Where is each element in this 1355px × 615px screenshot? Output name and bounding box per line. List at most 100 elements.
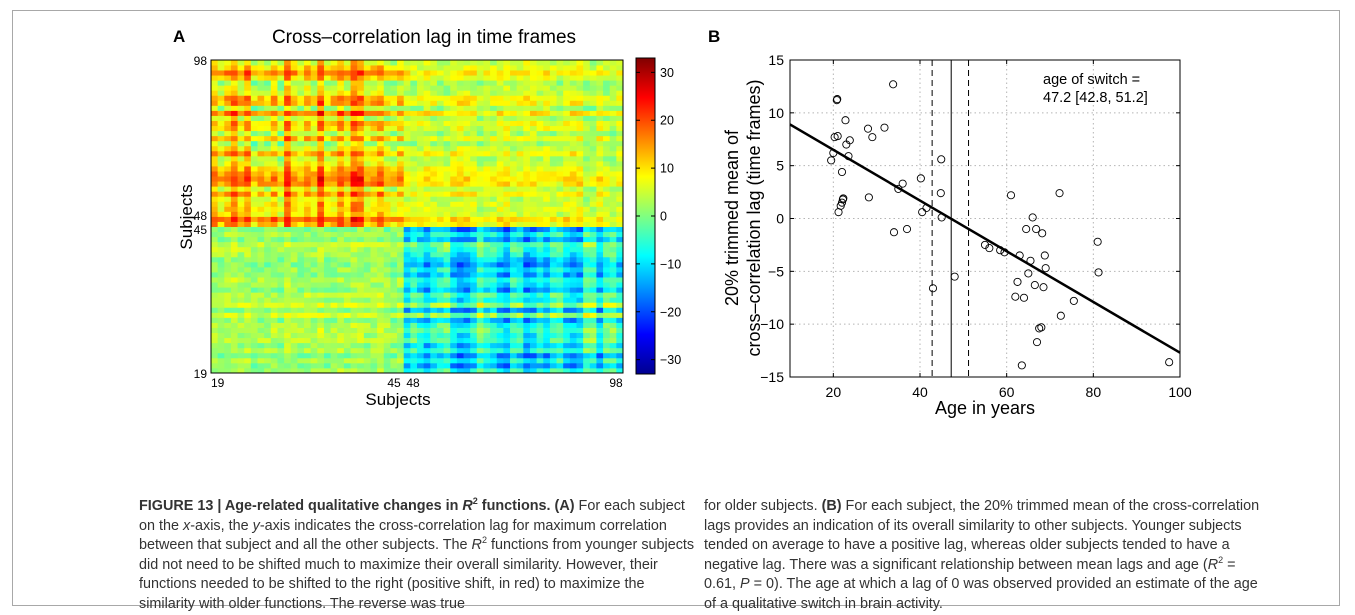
heatmap-cell	[529, 357, 538, 364]
heatmap-cell	[211, 90, 219, 96]
heatmap-cell	[563, 312, 571, 318]
heatmap-cell	[304, 115, 312, 121]
scatter-point	[863, 124, 873, 133]
heatmap-cell	[230, 120, 238, 127]
heatmap-cell	[516, 100, 524, 106]
heatmap-cell	[443, 120, 451, 127]
heatmap-cell	[377, 337, 385, 344]
heatmap-cell	[456, 226, 464, 233]
heatmap-cell	[583, 216, 591, 222]
heatmap-cell	[211, 322, 219, 328]
heatmap-cell	[297, 95, 305, 101]
heatmap-cell	[443, 261, 451, 268]
heatmap-cell	[470, 120, 478, 127]
heatmap-cell	[363, 241, 371, 248]
heatmap-cell	[529, 272, 538, 278]
heatmap-cell	[304, 186, 312, 192]
heatmap-cell	[490, 125, 498, 132]
heatmap-cell	[277, 110, 285, 116]
heatmap-cell	[343, 352, 351, 359]
heatmap-cell	[543, 337, 551, 344]
heatmap-cell	[277, 221, 285, 227]
heatmap-cell	[569, 256, 577, 263]
heatmap-cell	[596, 105, 604, 111]
heatmap-cell	[456, 256, 464, 263]
heatmap-cell	[343, 186, 351, 192]
heatmap-cell	[383, 297, 391, 303]
heatmap-cell	[609, 171, 617, 177]
heatmap-cell	[363, 80, 371, 86]
heatmap-cell	[450, 196, 458, 202]
heatmap-cell	[516, 312, 524, 318]
heatmap-cell	[297, 352, 305, 359]
heatmap-cell	[569, 277, 577, 283]
heatmap-cell	[343, 150, 351, 157]
heatmap-cell	[290, 292, 298, 298]
heatmap-cell	[224, 241, 232, 248]
heatmap-cell	[483, 70, 491, 76]
heatmap-cell	[244, 75, 252, 81]
heatmap-cell	[330, 191, 338, 197]
heatmap-cell	[510, 160, 518, 167]
heatmap-cell	[616, 272, 624, 278]
caption-right-t1: for older subjects.	[704, 498, 822, 514]
heatmap-cell	[463, 317, 471, 323]
heatmap-cell	[237, 191, 245, 197]
heatmap-cell	[363, 347, 371, 354]
heatmap-xlabel: Subjects	[365, 390, 430, 409]
heatmap-cell	[237, 352, 245, 359]
heatmap-cell	[270, 251, 278, 258]
heatmap-cell	[304, 196, 312, 202]
heatmap-cell	[496, 145, 504, 152]
heatmap-cell	[490, 206, 498, 212]
heatmap-cell	[556, 65, 564, 71]
heatmap-cell	[211, 272, 219, 278]
heatmap-cell	[370, 75, 378, 81]
heatmap-cell	[244, 155, 252, 162]
heatmap-cell	[357, 80, 365, 86]
heatmap-cell	[357, 191, 365, 197]
heatmap-cell	[284, 307, 292, 313]
heatmap-cell	[496, 302, 504, 308]
heatmap-cell	[529, 110, 538, 116]
heatmap-cell	[536, 105, 544, 111]
heatmap-cell	[576, 145, 584, 152]
heatmap-cell	[450, 322, 458, 328]
heatmap-cell	[523, 246, 531, 253]
heatmap-cell	[490, 352, 498, 359]
heatmap-cell	[244, 135, 252, 142]
heatmap-cell	[350, 231, 358, 238]
heatmap-cell	[357, 307, 365, 313]
figure-label: FIGURE 13 | Age-related qualitative chan…	[139, 498, 463, 514]
heatmap-cell	[476, 171, 484, 177]
heatmap-cell	[589, 236, 597, 243]
heatmap-cell	[576, 135, 584, 142]
heatmap-cell	[310, 246, 318, 253]
heatmap-cell	[290, 70, 298, 76]
heatmap-cell	[443, 327, 451, 334]
heatmap-cell	[430, 150, 438, 157]
heatmap-cell	[277, 246, 285, 253]
heatmap-cell	[456, 287, 464, 293]
heatmap-cell	[576, 150, 584, 157]
heatmap-cell	[297, 206, 305, 212]
heatmap-cell	[323, 166, 332, 172]
heatmap-cell	[297, 191, 305, 197]
heatmap-cell	[516, 140, 524, 147]
heatmap-cell	[310, 206, 318, 212]
heatmap-cell	[529, 65, 538, 71]
heatmap-cell	[224, 155, 232, 162]
heatmap-cell	[516, 75, 524, 81]
heatmap-cell	[337, 135, 345, 142]
heatmap-cell	[317, 221, 325, 227]
heatmap-cell	[310, 312, 318, 318]
heatmap-cell	[397, 277, 405, 283]
heatmap-cell	[377, 120, 385, 127]
heatmap-cell	[224, 211, 232, 217]
heatmap-cell	[257, 312, 265, 318]
heatmap-cell	[490, 196, 498, 202]
heatmap-cell	[304, 125, 312, 132]
heatmap-cell	[556, 85, 564, 91]
heatmap-cell	[363, 221, 371, 227]
heatmap-cell	[230, 266, 238, 273]
